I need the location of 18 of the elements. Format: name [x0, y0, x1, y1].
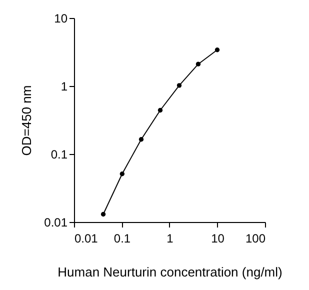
point [100, 212, 106, 217]
x-tick-label: 0.1 [114, 232, 131, 246]
y-tick-label: 0.1 [50, 148, 68, 162]
x-axis-title: Human Neurturin concentration (ng/ml) [58, 264, 282, 280]
point [158, 108, 163, 113]
x-tick-label: 0.01 [74, 232, 98, 246]
point [214, 48, 220, 52]
point [138, 137, 144, 142]
point [196, 62, 201, 66]
point [176, 83, 182, 88]
y-axis-title: OD=450 nm [19, 85, 34, 156]
point [120, 172, 125, 176]
x-tick-label: 100 [245, 232, 266, 246]
y-tick-label: 10 [54, 12, 68, 26]
y-tick-label: 1 [60, 80, 68, 94]
x-tick-label: 1 [166, 232, 174, 246]
x-tick-label: 10 [211, 232, 225, 246]
y-tick-label: 0.01 [44, 216, 68, 230]
